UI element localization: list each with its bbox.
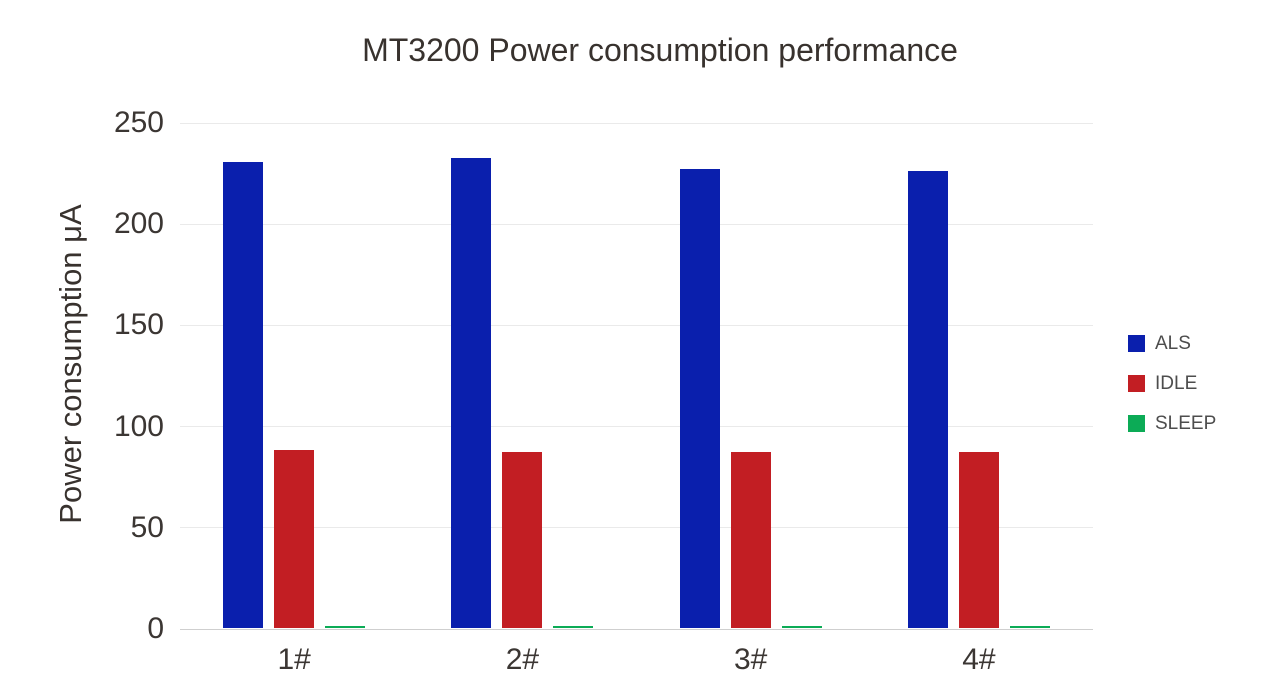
x-tick-label-4#: 4# bbox=[962, 643, 996, 676]
bar-als-3#[interactable] bbox=[680, 169, 720, 628]
plot-area: 0 50 100 150 200 250 1# 2# 3# 4# bbox=[114, 108, 1093, 676]
y-tick-label-150: 150 bbox=[113, 308, 164, 342]
legend-item-idle[interactable]: IDLE bbox=[1128, 374, 1216, 393]
legend-swatch-sleep bbox=[1128, 415, 1145, 432]
bar-als-2#[interactable] bbox=[451, 158, 491, 628]
legend-swatch-als bbox=[1128, 335, 1145, 352]
y-tick-label-100: 100 bbox=[113, 409, 164, 443]
bar-idle-1#[interactable] bbox=[274, 450, 314, 628]
gridline-50 bbox=[180, 527, 1093, 529]
gridline-0 bbox=[180, 628, 1093, 630]
bar-als-4#[interactable] bbox=[908, 171, 948, 628]
bar-sleep-1#[interactable] bbox=[325, 626, 365, 628]
gridline-100 bbox=[180, 426, 1093, 428]
bar-sleep-4#[interactable] bbox=[1010, 626, 1050, 628]
bar-sleep-2#[interactable] bbox=[553, 626, 593, 628]
y-tick-label-50: 50 bbox=[130, 510, 164, 544]
y-tick-label-250: 250 bbox=[113, 106, 164, 139]
legend-label-idle: IDLE bbox=[1155, 373, 1198, 394]
y-axis-title: Power consumption μA bbox=[53, 204, 88, 524]
legend-item-sleep[interactable]: SLEEP bbox=[1128, 414, 1216, 433]
x-tick-label-3#: 3# bbox=[733, 643, 768, 676]
legend-label-als: ALS bbox=[1155, 333, 1191, 354]
chart-title: MT3200 Power consumption performance bbox=[362, 32, 958, 68]
legend-label-sleep: SLEEP bbox=[1155, 413, 1217, 434]
gridline-150 bbox=[180, 324, 1093, 326]
legend-swatch-idle bbox=[1128, 375, 1145, 392]
bar-idle-4#[interactable] bbox=[959, 452, 999, 628]
y-tick-label-0: 0 bbox=[147, 612, 164, 645]
y-tick-label-200: 200 bbox=[113, 207, 164, 241]
bar-idle-3#[interactable] bbox=[731, 452, 771, 628]
gridline-200 bbox=[180, 223, 1093, 225]
bar-als-1#[interactable] bbox=[223, 162, 263, 628]
x-tick-label-2#: 2# bbox=[505, 643, 540, 676]
bar-sleep-3#[interactable] bbox=[782, 626, 822, 628]
legend: ALS IDLE SLEEP bbox=[1128, 334, 1216, 454]
legend-item-als[interactable]: ALS bbox=[1128, 334, 1216, 353]
bar-idle-2#[interactable] bbox=[502, 452, 542, 628]
x-tick-label-1#: 1# bbox=[277, 643, 311, 676]
gridline-250 bbox=[180, 122, 1093, 124]
